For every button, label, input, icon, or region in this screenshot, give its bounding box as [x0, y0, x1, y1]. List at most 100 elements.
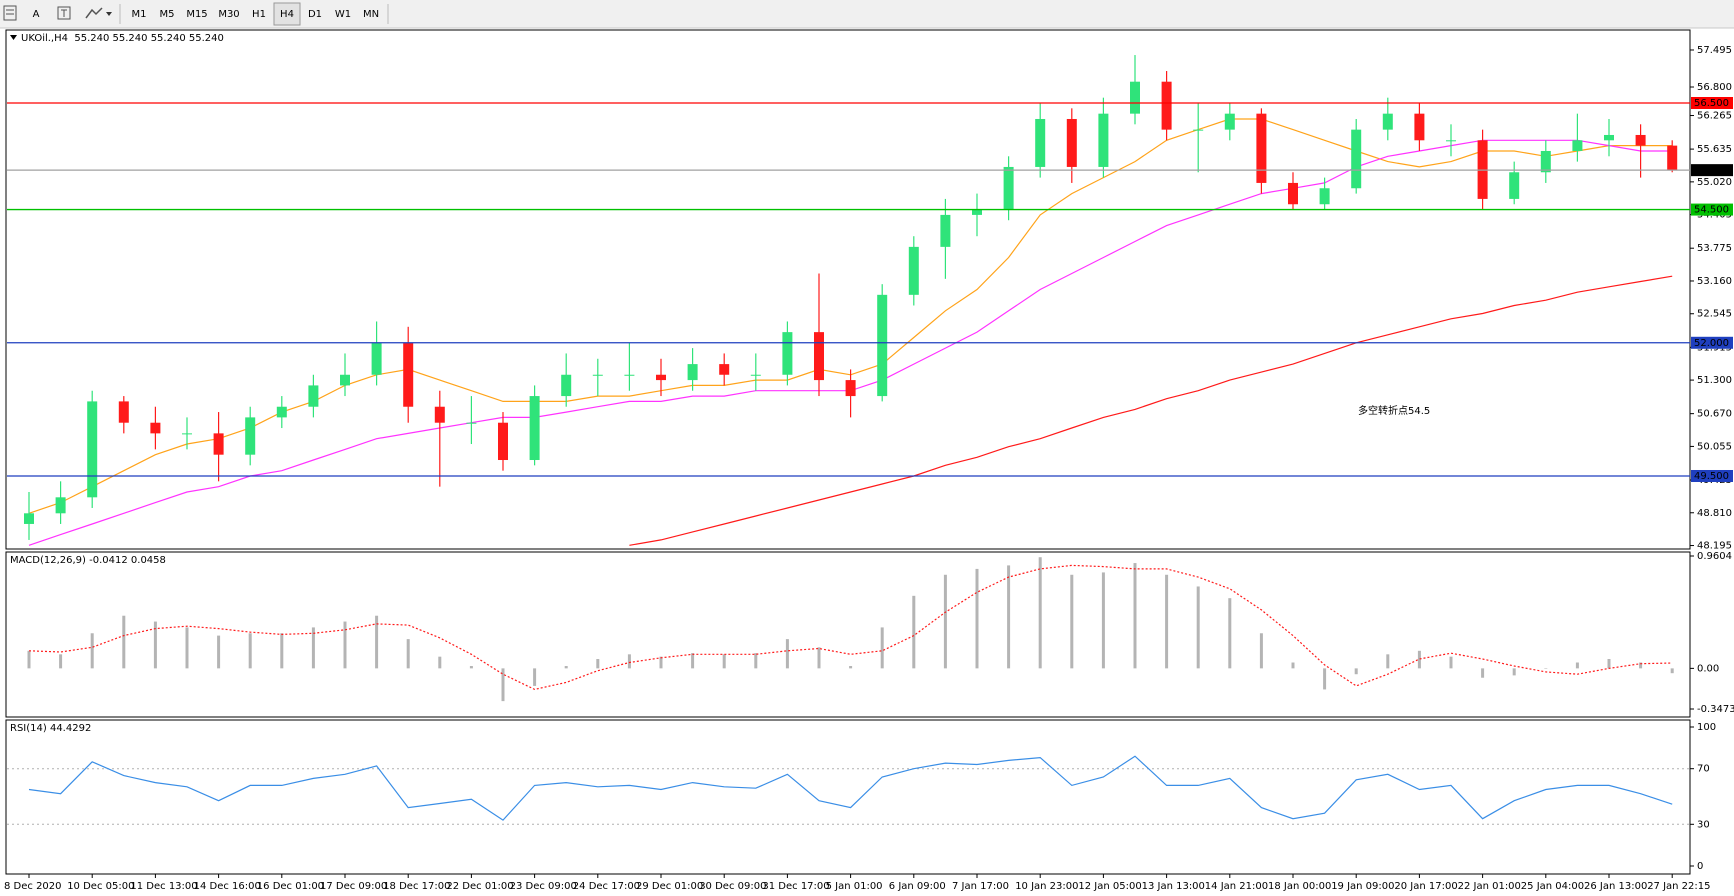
- period-label[interactable]: M15: [186, 9, 207, 20]
- y-tick-label: 53.775: [1697, 243, 1732, 254]
- annotation: 多空转折点54.5: [1358, 404, 1430, 417]
- macd-bar: [1228, 598, 1232, 669]
- macd-bar: [343, 621, 347, 669]
- macd-bar: [406, 639, 410, 669]
- macd-bar: [1133, 563, 1137, 669]
- period-label[interactable]: D1: [308, 9, 322, 20]
- macd-bar: [122, 615, 126, 669]
- macd-bar: [1449, 656, 1453, 669]
- candle-body: [1256, 113, 1267, 183]
- period-button[interactable]: [273, 2, 301, 26]
- macd-bar: [469, 666, 473, 669]
- x-tick-label: 29 Dec 01:00: [636, 881, 703, 892]
- x-tick-label: 18 Dec 17:00: [383, 881, 450, 892]
- candle-body: [118, 401, 129, 423]
- period-button[interactable]: [358, 3, 384, 25]
- crosshair-icon[interactable]: [3, 5, 17, 21]
- macd-bar: [754, 653, 758, 669]
- macd-bar: [280, 633, 284, 669]
- candle-body: [1130, 81, 1140, 114]
- x-tick-label: 10 Jan 23:00: [1015, 881, 1078, 892]
- x-tick-label: 20 Jan 17:00: [1394, 881, 1457, 892]
- period-label[interactable]: M1: [132, 9, 147, 20]
- macd-bar: [1165, 574, 1169, 669]
- period-label[interactable]: M30: [218, 9, 239, 20]
- text-tool[interactable]: A: [33, 9, 40, 20]
- macd-panel: [5, 551, 1691, 718]
- macd-bar: [1670, 668, 1674, 674]
- macd-bar: [722, 654, 726, 669]
- objects-icon[interactable]: [85, 7, 103, 19]
- macd-title: MACD(12,26,9) -0.0412 0.0458: [10, 555, 166, 566]
- y-tick-label: 55.020: [1697, 177, 1732, 188]
- y-tick-label: 0: [1697, 861, 1703, 872]
- period-label[interactable]: M5: [160, 9, 175, 20]
- candle-body: [529, 396, 540, 461]
- period-button[interactable]: [302, 3, 328, 25]
- macd-signal: [28, 564, 1673, 691]
- y-tick-label: 53.160: [1697, 276, 1732, 287]
- x-tick-label: 7 Jan 17:00: [952, 881, 1009, 892]
- macd-bar: [1259, 633, 1263, 669]
- x-tick-label: 17 Dec 09:00: [320, 881, 387, 892]
- candle-body: [1382, 113, 1393, 130]
- period-label[interactable]: H1: [252, 9, 266, 20]
- candle-body: [1098, 113, 1109, 167]
- y-tick-label: 51.300: [1697, 375, 1732, 386]
- candle-body: [1035, 118, 1046, 167]
- macd-bar: [248, 633, 252, 669]
- level-label-box: [1691, 469, 1733, 482]
- level-label-box: [1691, 336, 1733, 349]
- rsi-panel: [5, 719, 1691, 875]
- y-tick-label: 52.545: [1697, 309, 1732, 320]
- candle-body: [434, 406, 445, 423]
- candle-body: [561, 374, 572, 397]
- label-tool-icon[interactable]: [57, 6, 71, 20]
- macd-bar: [596, 659, 600, 669]
- period-buttons: M1 M5 M15 M30 H1 H4 D1 W1 MN: [126, 2, 389, 26]
- period-button[interactable]: [246, 3, 272, 25]
- y-tick-label: -0.3473: [1697, 704, 1734, 715]
- candle-body: [182, 433, 192, 435]
- macd-bar: [501, 668, 505, 702]
- y-tick-label: 70: [1697, 764, 1710, 775]
- macd-bar: [943, 574, 947, 669]
- period-label[interactable]: MN: [363, 9, 379, 20]
- period-label[interactable]: H4: [280, 9, 294, 20]
- x-tick-label: 23 Dec 09:00: [510, 881, 577, 892]
- candle-body: [1667, 145, 1678, 171]
- macd-bar: [1607, 659, 1611, 669]
- dropdown-arrow[interactable]: [106, 12, 112, 16]
- candle-body: [466, 422, 477, 424]
- x-tick-label: 6 Jan 09:00: [889, 881, 946, 892]
- period-button[interactable]: [330, 3, 356, 25]
- level-label: 54.500: [1694, 205, 1729, 216]
- candle-body: [908, 246, 919, 295]
- period-button[interactable]: [154, 3, 180, 25]
- macd-bar: [1070, 574, 1074, 669]
- chart-title: UKOil.,H4 55.240 55.240 55.240 55.240: [21, 33, 224, 44]
- level-label-box: [1691, 203, 1733, 216]
- period-label[interactable]: W1: [335, 9, 351, 20]
- candle-body: [877, 294, 888, 397]
- x-tick-label: 31 Dec 17:00: [762, 881, 829, 892]
- candle-body: [1288, 182, 1298, 205]
- x-tick-label: 12 Jan 05:00: [1078, 881, 1141, 892]
- period-button[interactable]: [214, 3, 244, 25]
- candle-body: [87, 401, 98, 498]
- x-tick-label: 26 Jan 13:00: [1584, 881, 1647, 892]
- candle-body: [55, 497, 66, 514]
- collapse-arrow[interactable]: [10, 35, 17, 40]
- candle-body: [213, 433, 224, 455]
- macd-bar: [375, 615, 379, 669]
- period-button[interactable]: [126, 3, 152, 25]
- candle-body: [1540, 150, 1551, 173]
- rsi-title: RSI(14) 44.4292: [10, 723, 91, 734]
- candle-body: [814, 332, 824, 381]
- macd-bar: [1354, 668, 1358, 675]
- macd-bar: [1196, 586, 1200, 669]
- candle-body: [1509, 172, 1520, 199]
- macd-bar: [817, 647, 821, 669]
- candle-body: [340, 374, 350, 386]
- period-button[interactable]: [182, 3, 212, 25]
